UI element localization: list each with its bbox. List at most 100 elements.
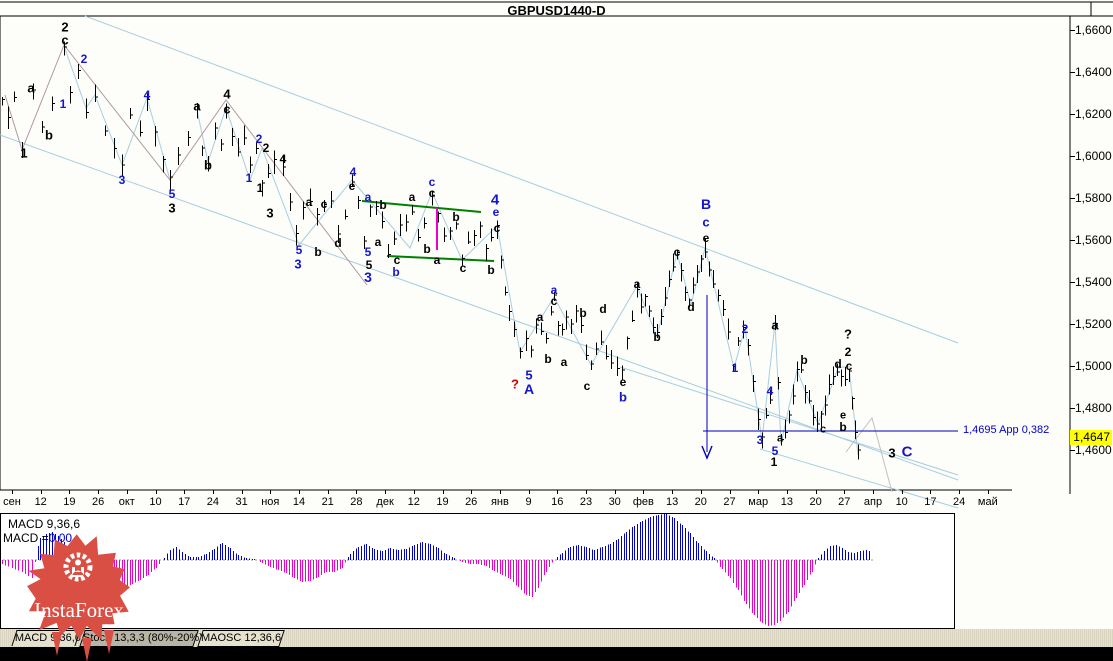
price-tick-label: 1,4600 [1075, 443, 1112, 457]
wave-label: 3 [364, 269, 372, 285]
date-tick-label: 28 [350, 496, 363, 508]
wave-label: b [314, 245, 322, 259]
wave-label: d [687, 300, 695, 314]
wave-label: c [428, 175, 436, 189]
wave-label: 1 [245, 171, 253, 185]
wave-label: a [550, 283, 558, 297]
price-tick-label: 1,5200 [1075, 317, 1112, 331]
wave-label: c [583, 379, 591, 393]
date-tick-label: 13 [665, 496, 679, 508]
wave-label: 5 [295, 243, 303, 257]
wave-label: c [673, 245, 681, 259]
date-tick-label: 17 [178, 496, 191, 508]
wave-label: c [61, 32, 69, 48]
date-tick-label: 9 [525, 496, 532, 508]
wave-label: a [364, 190, 372, 204]
instaforex-logo-text: InstaForex [34, 598, 124, 622]
date-tick-label: 12 [407, 496, 420, 508]
date-tick-label: 24 [206, 496, 220, 508]
date-tick-label: 13 [780, 496, 794, 508]
wave-label: c [845, 359, 853, 373]
date-tick-label: дек [376, 496, 394, 508]
date-tick-label: 16 [551, 496, 564, 508]
price-tick-label: 1,4800 [1075, 401, 1112, 415]
date-tick-label: 17 [924, 496, 937, 508]
wave-label: c [223, 101, 231, 117]
wave-label: 2 [255, 132, 263, 146]
wave-label: e [702, 231, 710, 245]
wave-label: e [619, 375, 627, 389]
wave-label: 4 [766, 384, 774, 398]
date-tick-label: 20 [809, 496, 822, 508]
date-tick-label: 30 [608, 496, 621, 508]
date-tick-label: окт [118, 496, 135, 508]
wave-label: b [452, 210, 460, 224]
wave-label: 1 [770, 455, 778, 469]
date-tick-label: 31 [235, 496, 248, 508]
tab-maosc-label: MAOSC 12,36,6 [201, 632, 282, 644]
date-tick-label: фев [632, 496, 654, 508]
wave-label: c [702, 214, 710, 230]
date-tick-label: 20 [694, 496, 707, 508]
macd-indicator-title: MACD 9,36,6 [8, 517, 81, 531]
wave-label: d [599, 302, 607, 316]
wave-label: 3 [118, 173, 126, 187]
date-tick-label: 27 [838, 496, 851, 508]
wave-label: 1 [731, 361, 739, 375]
current-price-tag: 1,4647 [1070, 430, 1112, 445]
date-tick-label: 19 [63, 496, 76, 508]
wave-label: b [839, 420, 847, 434]
tab-macd-label: MACD 9,36,6 [14, 632, 81, 644]
wave-label: 3 [756, 433, 764, 447]
wave-label: c [819, 423, 827, 436]
wave-label: 2 [741, 322, 749, 336]
wave-label: 3 [294, 256, 302, 272]
date-tick-label: сен [3, 496, 21, 508]
wave-label: a [193, 98, 201, 114]
date-tick-label: 26 [91, 496, 105, 508]
macd-indicator-value: MACD =0,00 [3, 531, 72, 545]
wave-label: b [379, 198, 387, 212]
wave-label: a [27, 80, 35, 96]
wave-label: a [771, 317, 779, 333]
wave-label: b [45, 127, 53, 143]
wave-label: 4 [490, 191, 500, 209]
wave-label: b [579, 306, 587, 320]
wave-label: a [305, 195, 313, 209]
tab-macd[interactable]: MACD 9,36,6 [11, 630, 81, 646]
tab-stochastic[interactable]: Stoch 13,3,3 (80%-20%) [79, 630, 203, 647]
wave-label: C [901, 443, 913, 461]
wave-label: b [392, 265, 400, 279]
wave-label: 3 [888, 445, 896, 461]
wave-label: e [839, 409, 847, 422]
wave-label: 5 [771, 444, 779, 458]
wave-label: d [834, 357, 842, 371]
date-tick-label: апр [863, 496, 883, 508]
wave-label: A [523, 381, 535, 397]
wave-label: b [653, 330, 661, 344]
indicator-tab-bar: MACD 9,36,6 Stoch 13,3,3 (80%-20%) MAOSC… [0, 629, 1113, 647]
price-tick-label: 1,5600 [1075, 233, 1112, 247]
wave-label: b [487, 263, 495, 277]
wave-label: e [492, 205, 500, 219]
wave-label: c [493, 221, 501, 235]
wave-label: c [459, 261, 467, 275]
price-tick-label: 1,6200 [1075, 107, 1112, 121]
wave-label: 5 [525, 367, 533, 383]
wave-label: B [700, 196, 712, 212]
chart-title: GBPUSD1440-D [507, 3, 606, 18]
wave-label: 2 [262, 141, 270, 155]
price-tick-label: 1,5000 [1075, 359, 1112, 373]
date-tick-label: 23 [579, 496, 593, 508]
price-tick-label: 1,6400 [1075, 65, 1112, 79]
wave-label: c [393, 253, 401, 267]
wave-label: 1 [20, 145, 28, 161]
wave-label: 4 [279, 152, 287, 166]
wave-label: a [374, 235, 382, 249]
date-tick-label: 10 [895, 496, 908, 508]
date-tick-label: ноя [261, 496, 280, 508]
tab-maosc[interactable]: MAOSC 12,36,6 [197, 630, 285, 647]
wave-label: c [320, 197, 328, 211]
